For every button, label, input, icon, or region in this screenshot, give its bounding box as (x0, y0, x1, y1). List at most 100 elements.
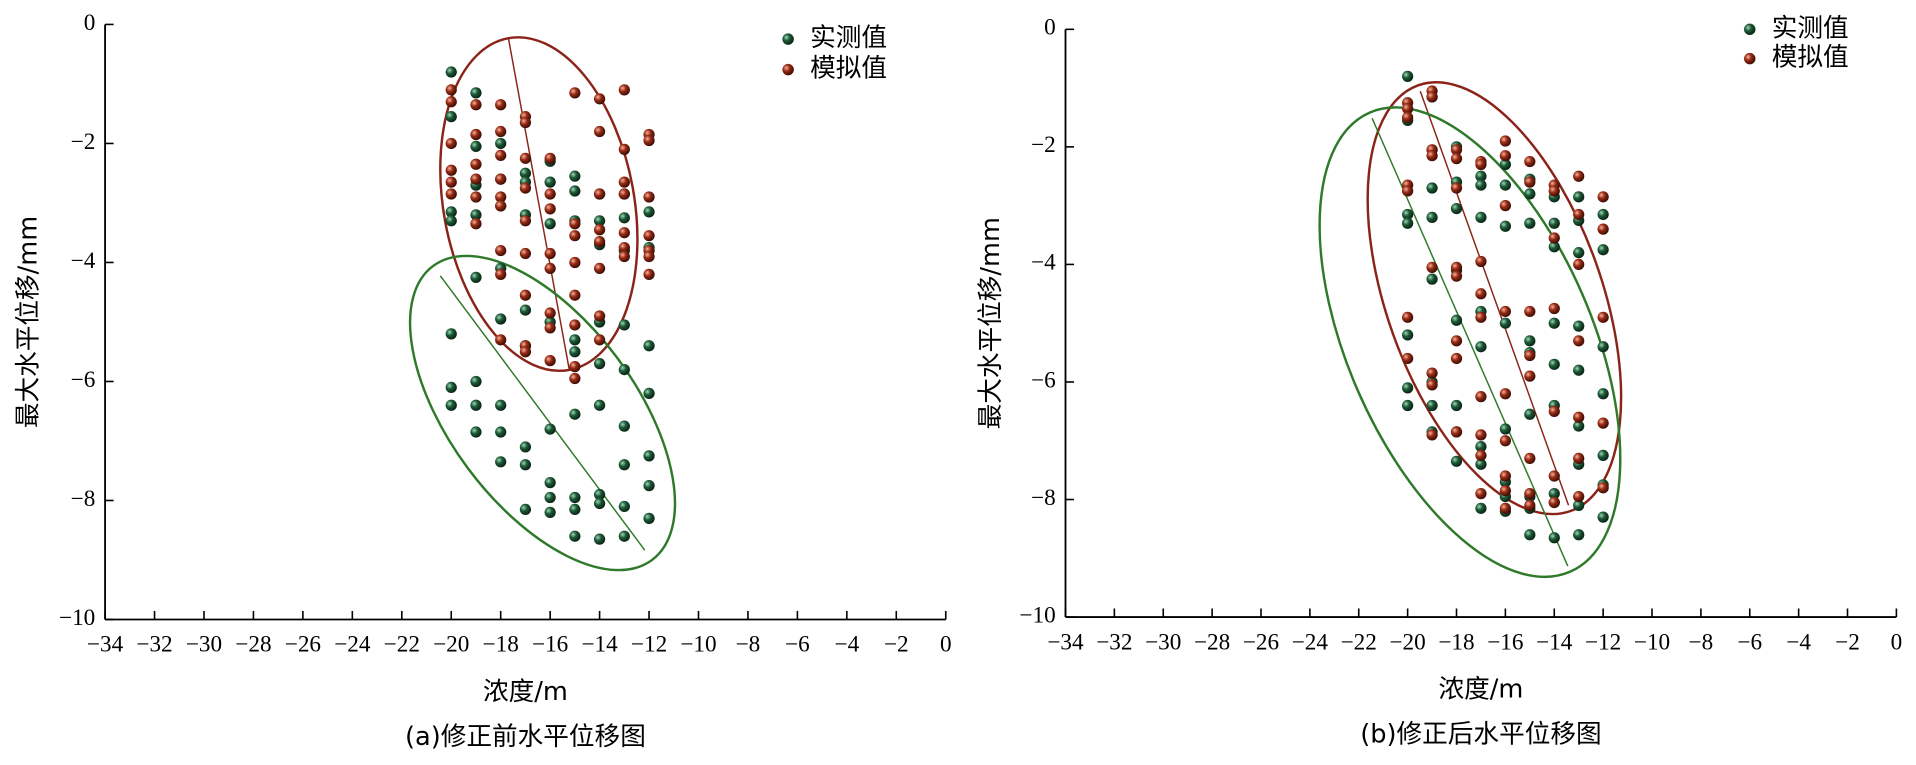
data-point (569, 503, 581, 516)
x-tick-label: −8 (1689, 629, 1714, 655)
data-point (470, 128, 482, 141)
data-point (544, 188, 556, 200)
data-point (1499, 470, 1512, 482)
data-point (1450, 144, 1463, 156)
data-point (495, 137, 507, 150)
data-point (1450, 426, 1463, 438)
data-point (1573, 411, 1585, 423)
data-point (643, 340, 655, 352)
data-point (1597, 244, 1609, 256)
y-tick-label: −10 (59, 605, 95, 631)
y-tick-label: −2 (71, 129, 96, 155)
data-point (1426, 182, 1438, 194)
data-point (569, 256, 581, 269)
data-point (470, 140, 482, 153)
data-point (1402, 111, 1414, 124)
data-point (1426, 399, 1438, 412)
x-tick-label: −28 (1194, 629, 1230, 655)
data-point (1597, 311, 1609, 323)
data-point (544, 152, 556, 164)
data-point (519, 289, 532, 301)
data-point (1524, 499, 1536, 512)
data-point (495, 149, 507, 161)
x-axis-label: 浓度/m (1438, 674, 1523, 704)
data-point (1573, 258, 1585, 271)
data-point (1402, 103, 1414, 115)
data-point (470, 158, 482, 170)
data-point (569, 218, 581, 230)
y-tick-label: −6 (71, 367, 96, 393)
data-point (643, 268, 655, 280)
data-point (1597, 191, 1609, 203)
data-point (544, 491, 556, 504)
data-point (643, 387, 655, 399)
data-point (593, 497, 606, 510)
y-tick-label: −10 (1019, 602, 1055, 628)
data-point (445, 84, 457, 96)
x-tick-label: −30 (186, 632, 222, 658)
x-tick-label: −4 (1786, 629, 1811, 655)
data-point (1499, 179, 1512, 191)
x-tick-label: −12 (631, 632, 667, 658)
data-point (544, 247, 556, 260)
ellipse-annotation (439, 36, 639, 373)
data-point (1524, 335, 1536, 347)
data-point (1548, 470, 1560, 482)
x-tick-label: −6 (785, 632, 810, 658)
data-point (470, 209, 482, 221)
caption: (b)修正后水平位移图 (1360, 720, 1601, 750)
data-point (445, 381, 457, 394)
legend-label: 模拟值 (1772, 43, 1849, 73)
data-point (593, 224, 606, 236)
legend-label: 实测值 (1772, 13, 1849, 43)
data-point (569, 346, 581, 358)
x-tick-label: 0 (1891, 629, 1903, 655)
x-tick-label: −16 (532, 632, 568, 658)
data-point (1499, 423, 1512, 435)
data-point (1597, 482, 1609, 494)
data-point (1573, 320, 1585, 332)
data-point (445, 96, 457, 108)
data-point (445, 137, 457, 150)
data-point (1475, 311, 1487, 323)
data-point (593, 488, 606, 501)
data-point (495, 99, 507, 111)
data-point (470, 271, 482, 283)
data-point (1402, 311, 1414, 323)
data-point (1450, 182, 1463, 194)
data-point (1524, 488, 1536, 500)
data-point (569, 372, 581, 385)
x-tick-label: −24 (1292, 629, 1329, 655)
data-point (1573, 170, 1585, 182)
data-point (1548, 185, 1560, 197)
data-point (495, 125, 507, 138)
data-point (544, 423, 556, 435)
data-point (593, 188, 606, 200)
data-point (618, 143, 630, 156)
data-point (544, 262, 556, 275)
x-tick-label: −20 (1389, 629, 1425, 655)
data-point (1475, 170, 1487, 182)
data-point (618, 319, 630, 331)
data-point (1499, 220, 1512, 232)
data-point (618, 250, 630, 263)
data-point (569, 334, 581, 346)
y-tick-label: 0 (1044, 15, 1056, 41)
data-point (1426, 379, 1438, 391)
data-point (1402, 352, 1414, 365)
data-point (1597, 449, 1609, 462)
y-axis-label: 最大水平位移/mm (13, 216, 43, 428)
data-point (1548, 496, 1560, 509)
y-axis-label: 最大水平位移/mm (976, 217, 1006, 429)
data-point (1548, 232, 1560, 244)
data-point (618, 84, 630, 96)
data-point (1524, 155, 1536, 168)
data-point (618, 420, 630, 432)
data-point (1597, 341, 1609, 353)
data-point (569, 360, 581, 373)
data-point (1475, 255, 1487, 268)
y-tick-label: −6 (1031, 367, 1056, 393)
data-point (1499, 435, 1512, 447)
data-point (1499, 485, 1512, 497)
x-axis-label: 浓度/m (483, 677, 568, 707)
